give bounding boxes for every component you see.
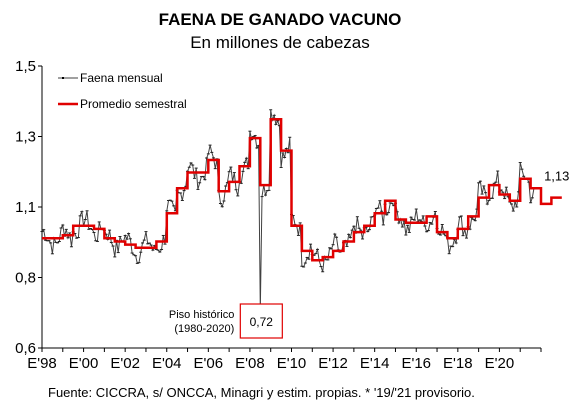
last-value-label: 1,13	[544, 169, 569, 184]
legend-semester-label: Promedio semestral	[80, 97, 187, 111]
semester-line	[42, 118, 562, 262]
x-tick-label: E'02	[110, 355, 140, 372]
axes: 0,6 0,8 1,1 1,3 1,5 E'98 E'00 E'02 E'04 E'06 E'08 E…	[15, 58, 542, 372]
monthly-line	[41, 109, 535, 311]
floor-label-years: (1980-2020)	[174, 323, 234, 335]
x-tick-label: E'00	[69, 355, 99, 372]
y-tick-label: 1,5	[15, 58, 36, 75]
x-tick-label: E'06	[194, 355, 224, 372]
chart-subtitle: En millones de cabezas	[190, 33, 370, 52]
floor-value-box	[239, 303, 283, 339]
legend: Faena mensual Promedio semestral	[58, 71, 187, 111]
y-tick-label: 0,8	[15, 270, 36, 287]
x-tick-label: E'12	[318, 355, 348, 372]
x-tick-label: E'18	[443, 355, 473, 372]
y-tick-label: 0,6	[15, 340, 36, 357]
chart-source: Fuente: CICCRA, s/ ONCCA, Minagri y esti…	[48, 385, 475, 400]
x-tick-label: E'20	[485, 355, 515, 372]
x-tick-label: E'98	[27, 355, 57, 372]
floor-label: Piso histórico	[169, 309, 234, 321]
chart-title: FAENA DE GANADO VACUNO	[158, 10, 402, 29]
floor-value: 0,72	[250, 315, 274, 329]
y-tick-label: 1,3	[15, 129, 36, 146]
monthly-series	[40, 109, 536, 311]
legend-monthly-label: Faena mensual	[80, 71, 163, 85]
semester-series	[42, 118, 562, 262]
x-tick-label: E'08	[235, 355, 265, 372]
y-tick-label: 1,1	[15, 199, 36, 216]
x-tick-label: E'16	[401, 355, 431, 372]
x-tick-label: E'04	[152, 355, 182, 372]
x-tick-label: E'14	[360, 355, 390, 372]
annotations: 1,13 0,72 Piso histórico (1980-2020)	[169, 169, 569, 339]
x-tick-label: E'10	[277, 355, 307, 372]
